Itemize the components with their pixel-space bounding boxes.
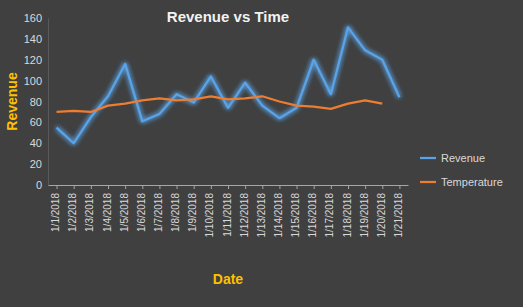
x-tick-mark — [331, 185, 332, 189]
x-tick-label: 1/7/2018 — [153, 193, 164, 232]
x-tick: 1/16/2018 — [307, 185, 318, 238]
x-tick-mark — [211, 185, 212, 189]
x-tick: 1/12/2018 — [239, 185, 250, 238]
x-tick-mark — [194, 185, 195, 189]
background — [0, 0, 523, 307]
x-tick-mark — [245, 185, 246, 189]
legend-item: Revenue — [420, 152, 485, 164]
x-tick: 1/5/2018 — [119, 185, 130, 232]
x-tick-mark — [279, 185, 280, 189]
x-tick: 1/1/2018 — [50, 185, 61, 232]
x-tick: 1/4/2018 — [102, 185, 113, 232]
y-tick: 140 — [24, 33, 48, 45]
x-tick-mark — [177, 185, 178, 189]
x-tick: 1/15/2018 — [290, 185, 301, 238]
x-tick-label: 1/21/2018 — [393, 193, 404, 238]
x-tick: 1/14/2018 — [273, 185, 284, 238]
x-tick-mark — [365, 185, 366, 189]
x-tick-label: 1/20/2018 — [376, 193, 387, 238]
y-tick-label: 140 — [24, 33, 42, 45]
y-tick: 100 — [24, 75, 48, 87]
y-tick-label: 40 — [30, 137, 42, 149]
x-tick-label: 1/6/2018 — [136, 193, 147, 232]
x-tick-label: 1/3/2018 — [84, 193, 95, 232]
x-tick: 1/20/2018 — [376, 185, 387, 238]
legend-item: Temperature — [420, 176, 503, 188]
x-tick-mark — [382, 185, 383, 189]
y-tick-label: 160 — [24, 12, 42, 24]
x-tick-label: 1/12/2018 — [239, 193, 250, 238]
series-line — [57, 27, 400, 143]
y-tick: 0 — [36, 179, 48, 191]
y-axis-title: Revenue — [4, 72, 20, 131]
y-axis: 0 20 40 60 80 100 120 140 160 — [24, 12, 49, 191]
legend: Revenue Temperature — [420, 152, 503, 188]
x-tick: 1/6/2018 — [136, 185, 147, 232]
x-tick-mark — [348, 185, 349, 189]
x-tick-label: 1/19/2018 — [359, 193, 370, 238]
x-tick-mark — [57, 185, 58, 189]
legend-swatch — [420, 181, 436, 183]
x-tick: 1/9/2018 — [187, 185, 198, 232]
x-tick: 1/21/2018 — [393, 185, 404, 238]
y-tick-label: 100 — [24, 75, 42, 87]
legend-label: Revenue — [441, 152, 485, 164]
y-tick: 160 — [24, 12, 48, 24]
y-tick: 80 — [30, 96, 48, 108]
x-tick-label: 1/14/2018 — [273, 193, 284, 238]
x-tick-mark — [125, 185, 126, 189]
legend-label: Temperature — [441, 176, 503, 188]
x-tick-label: 1/1/2018 — [50, 193, 61, 232]
series-line — [57, 96, 383, 112]
x-tick-label: 1/4/2018 — [102, 193, 113, 232]
y-tick: 20 — [30, 158, 48, 170]
x-tick-mark — [108, 185, 109, 189]
x-axis-title: Date — [213, 271, 244, 287]
x-tick: 1/19/2018 — [359, 185, 370, 238]
x-tick-mark — [74, 185, 75, 189]
y-tick: 40 — [30, 137, 48, 149]
x-tick-mark — [159, 185, 160, 189]
y-tick-label: 0 — [36, 179, 42, 191]
x-tick-mark — [142, 185, 143, 189]
x-tick-mark — [399, 185, 400, 189]
y-tick-label: 60 — [30, 116, 42, 128]
x-tick: 1/17/2018 — [324, 185, 335, 238]
y-tick-label: 20 — [30, 158, 42, 170]
x-tick-label: 1/17/2018 — [324, 193, 335, 238]
x-tick-label: 1/10/2018 — [204, 193, 215, 238]
x-tick: 1/8/2018 — [170, 185, 181, 232]
x-tick-mark — [228, 185, 229, 189]
x-tick: 1/18/2018 — [342, 185, 353, 238]
x-tick-mark — [297, 185, 298, 189]
y-tick-label: 80 — [30, 96, 42, 108]
x-tick-label: 1/16/2018 — [307, 193, 318, 238]
y-axis-line — [48, 19, 49, 186]
x-axis: 1/1/2018 1/2/2018 1/3/2018 1/4/2018 1/5/2018… — [49, 185, 409, 238]
x-tick-label: 1/15/2018 — [290, 193, 301, 238]
x-tick-mark — [262, 185, 263, 189]
x-tick-label: 1/13/2018 — [256, 193, 267, 238]
x-tick-label: 1/2/2018 — [67, 193, 78, 232]
x-tick-mark — [91, 185, 92, 189]
x-tick-label: 1/18/2018 — [342, 193, 353, 238]
x-tick: 1/3/2018 — [84, 185, 95, 232]
x-tick: 1/10/2018 — [204, 185, 215, 238]
y-tick-label: 120 — [24, 54, 42, 66]
x-tick: 1/11/2018 — [222, 185, 233, 237]
x-tick-label: 1/5/2018 — [119, 193, 130, 232]
x-tick-label: 1/11/2018 — [222, 193, 233, 237]
y-tick: 120 — [24, 54, 48, 66]
x-tick-mark — [314, 185, 315, 189]
x-tick-label: 1/9/2018 — [187, 193, 198, 232]
title: Revenue vs Time — [167, 8, 289, 25]
x-tick: 1/7/2018 — [153, 185, 164, 232]
x-tick-label: 1/8/2018 — [170, 193, 181, 232]
x-tick: 1/2/2018 — [67, 185, 78, 232]
legend-swatch — [420, 157, 436, 159]
y-tick: 60 — [30, 116, 48, 128]
x-tick: 1/13/2018 — [256, 185, 267, 238]
chart: 0 20 40 60 80 100 120 140 160 1/1/2018 1/2/2018 1/3… — [0, 0, 523, 307]
plot-area — [57, 27, 400, 143]
